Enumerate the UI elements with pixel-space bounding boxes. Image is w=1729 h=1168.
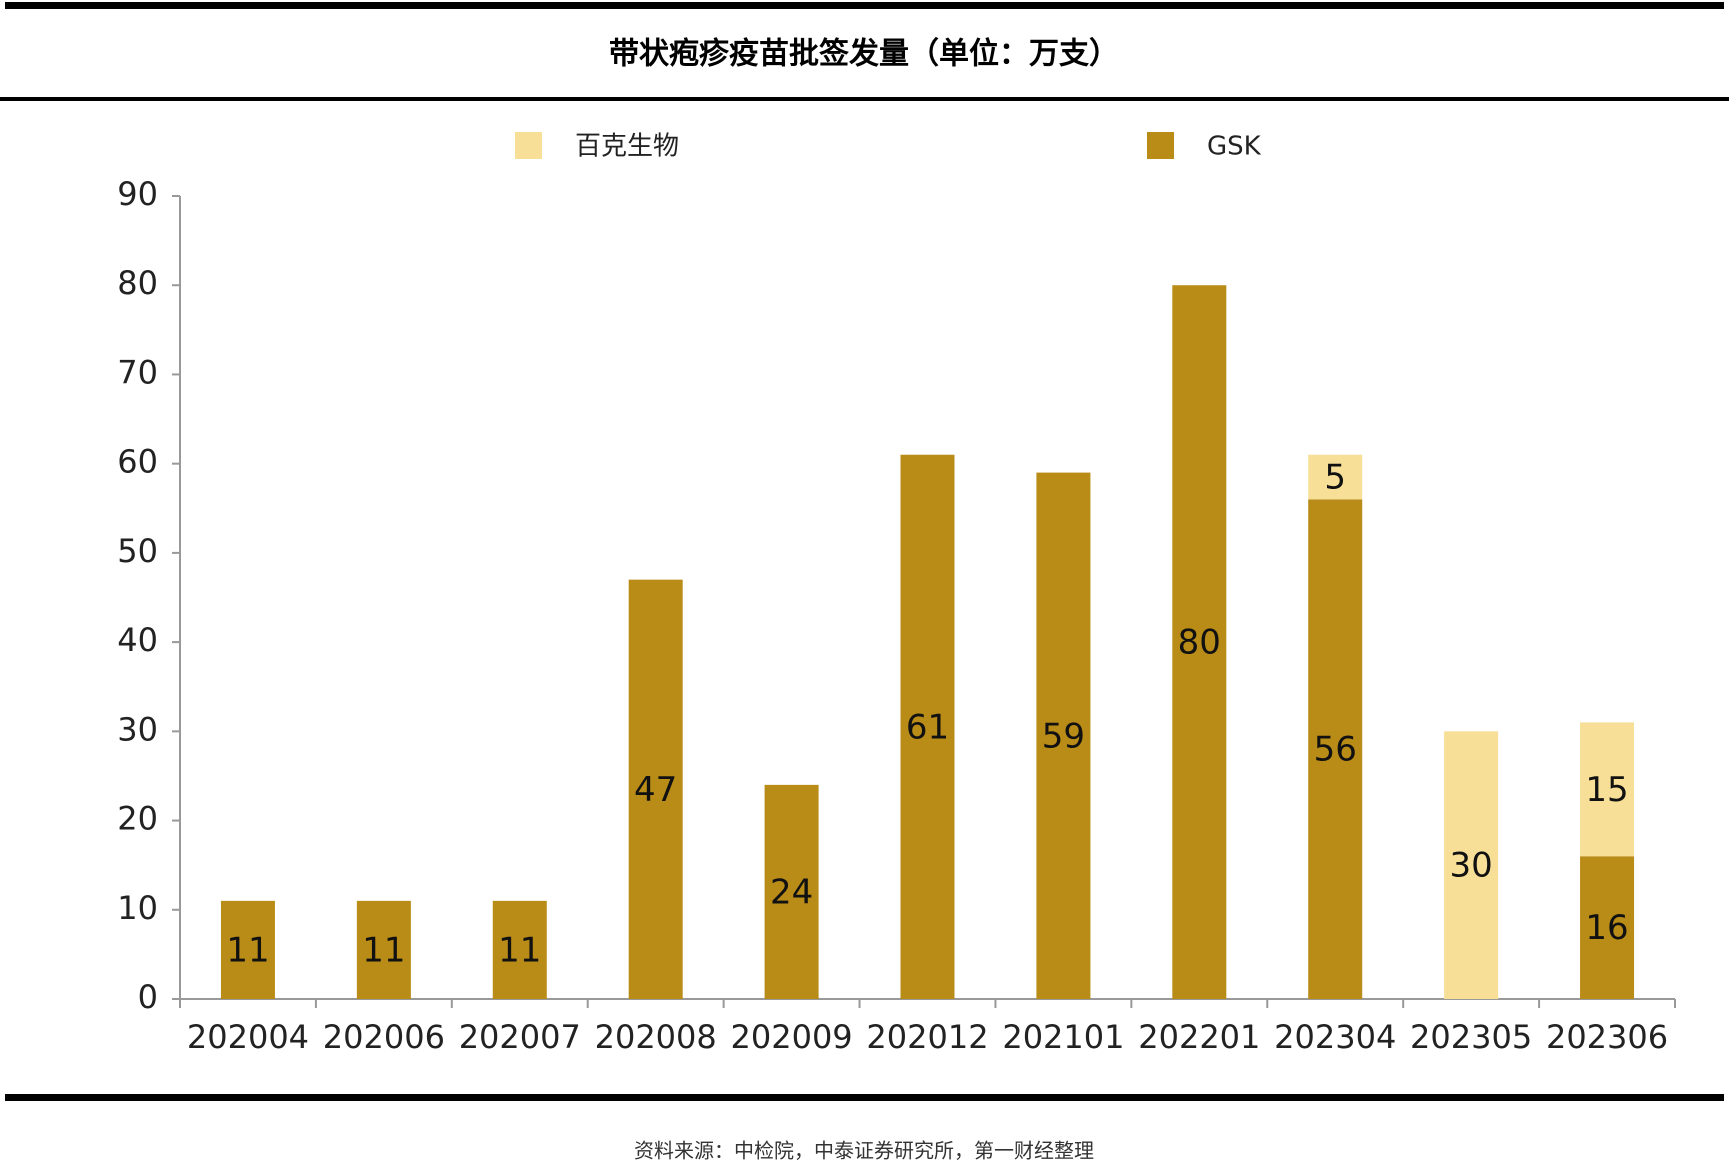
- title-rule: [0, 97, 1729, 101]
- x-tick-label: 202006: [323, 1018, 445, 1056]
- bar-segment: [1308, 454, 1363, 500]
- x-tick-label: 202009: [731, 1018, 853, 1056]
- y-tick-label: 60: [117, 443, 158, 481]
- data-label: 15: [1585, 770, 1628, 810]
- bar-segment: [900, 454, 955, 999]
- bar-segment: [356, 900, 411, 999]
- data-label: 24: [770, 872, 813, 912]
- data-label: 56: [1314, 730, 1357, 770]
- chart-title: 带状疱疹疫苗批签发量（单位：万支）: [609, 37, 1119, 72]
- x-tick-label: 202304: [1274, 1018, 1396, 1056]
- legend-label: 百克生物: [575, 132, 679, 162]
- y-tick-label: 50: [117, 532, 158, 570]
- bar-segment: [764, 784, 819, 999]
- bar-segment: [1172, 285, 1227, 999]
- bar-segment: [1444, 731, 1499, 999]
- bar-segment: [1308, 499, 1363, 999]
- y-tick-label: 90: [117, 175, 158, 213]
- bottom-rule: [5, 1094, 1724, 1101]
- legend-label: GSK: [1207, 132, 1262, 162]
- data-label: 47: [634, 770, 677, 810]
- y-tick-label: 10: [117, 889, 158, 927]
- x-tick-label: 202305: [1410, 1018, 1532, 1056]
- x-tick-label: 202012: [866, 1018, 988, 1056]
- data-label: 59: [1042, 716, 1085, 756]
- y-tick-label: 0: [138, 978, 158, 1016]
- bar-segment: [220, 900, 275, 999]
- legend-swatch: [515, 132, 542, 159]
- legend-swatch: [1147, 132, 1174, 159]
- data-label: 61: [906, 707, 949, 747]
- bar-segment: [1580, 856, 1635, 999]
- data-label: 80: [1178, 623, 1221, 663]
- bar-segment: [1580, 722, 1635, 857]
- bar-segment: [628, 579, 683, 999]
- x-tick-label: 202007: [459, 1018, 581, 1056]
- data-label: 11: [498, 930, 541, 970]
- data-label: 11: [362, 930, 405, 970]
- data-label: 11: [226, 930, 269, 970]
- x-tick-label: 202306: [1546, 1018, 1668, 1056]
- y-tick-label: 80: [117, 264, 158, 302]
- data-label: 30: [1450, 846, 1493, 886]
- x-tick-label: 202201: [1138, 1018, 1260, 1056]
- bar-segment: [1036, 472, 1091, 1000]
- y-tick-label: 20: [117, 800, 158, 838]
- x-tick-label: 202004: [187, 1018, 309, 1056]
- y-tick-label: 30: [117, 710, 158, 748]
- y-tick-label: 70: [117, 353, 158, 391]
- data-label: 5: [1324, 458, 1346, 498]
- x-tick-label: 202101: [1002, 1018, 1124, 1056]
- top-rule: [5, 2, 1724, 9]
- x-tick-label: 202008: [595, 1018, 717, 1056]
- source-note: 资料来源：中检院，中泰证券研究所，第一财经整理: [634, 1139, 1094, 1163]
- y-tick-label: 40: [117, 621, 158, 659]
- bar-segment: [492, 900, 547, 999]
- data-label: 16: [1585, 908, 1628, 948]
